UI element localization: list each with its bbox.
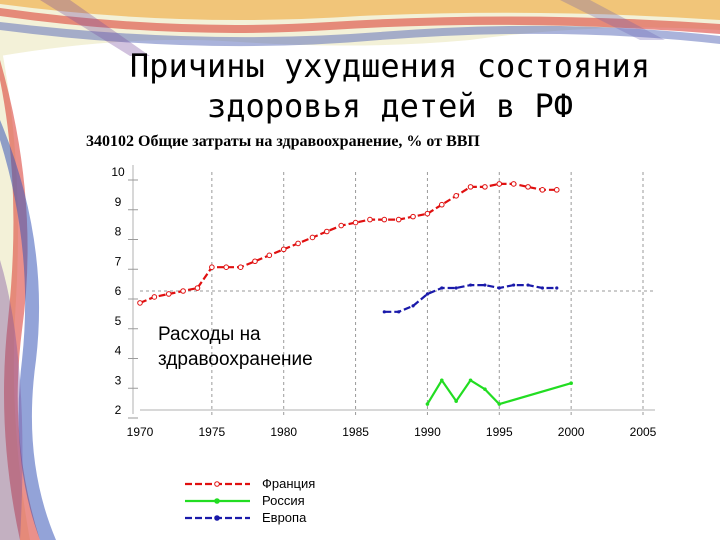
series-1-point <box>165 291 172 297</box>
series-1-point <box>525 184 531 190</box>
series-3-point <box>483 283 487 287</box>
x-tick-label: 1975 <box>199 425 226 439</box>
series-1-point <box>252 258 258 265</box>
y-tick-label: 7 <box>115 254 122 268</box>
series-3-point <box>425 292 430 296</box>
series-3-point <box>497 286 501 290</box>
x-tick-label: 2005 <box>630 425 657 439</box>
legend-label-1: Франция <box>262 476 315 491</box>
y-tick-label: 4 <box>115 344 122 358</box>
y-tick-label: 5 <box>115 314 122 328</box>
grid-layer <box>140 172 655 418</box>
legend-marker-2 <box>214 498 220 504</box>
series-3-point <box>468 283 473 287</box>
series-1-point <box>209 264 215 271</box>
series-3-point <box>454 286 458 290</box>
y-tick-label: 3 <box>115 373 122 387</box>
x-tick-label: 1980 <box>270 425 297 439</box>
legend-label-2: Россия <box>262 493 305 508</box>
series-3-point <box>526 283 530 287</box>
axis-layer: 1970 1975 1980 1985 1990 1995 2000 2005 2 3 4 5 6 7 8 9… <box>111 165 657 439</box>
top-brush-stroke-decoration <box>0 0 720 56</box>
series-1-point <box>309 234 316 241</box>
series-2-point <box>483 387 487 391</box>
series-3-point <box>382 310 386 314</box>
series-2-point <box>454 399 458 403</box>
series-1-point <box>237 264 244 271</box>
series-1-point <box>194 285 201 291</box>
series-1-point <box>295 240 301 247</box>
series-1-point <box>539 187 546 193</box>
series-1-point <box>352 219 359 226</box>
series-1-point <box>439 201 445 208</box>
series-3-point <box>397 310 401 314</box>
left-brush-stroke-decoration <box>0 40 56 540</box>
series-3-point <box>440 286 444 290</box>
series-1-point <box>338 222 345 229</box>
series-1-point <box>367 216 373 223</box>
y-tick-label: 9 <box>115 195 122 209</box>
series-1-point <box>280 246 287 253</box>
series-1-point <box>180 288 186 294</box>
series-1-point <box>395 216 402 223</box>
y-tick-label: 10 <box>111 165 125 179</box>
series-3-point <box>540 286 545 290</box>
y-tick-label: 2 <box>115 403 122 417</box>
legend-label-3: Европа <box>262 510 307 525</box>
series-2-point <box>440 378 444 383</box>
series-1-point <box>467 184 474 190</box>
series-2-point <box>425 402 430 406</box>
x-tick-label: 1990 <box>414 425 441 439</box>
legend-marker-1 <box>214 481 220 487</box>
x-tick-label: 2000 <box>558 425 585 439</box>
series-2-point <box>497 402 502 406</box>
chart-annotation-line-2: здравоохранение <box>158 349 313 370</box>
slide-title: Причины ухудшения состояния здоровья дет… <box>90 46 690 126</box>
series-1-point <box>151 294 158 300</box>
series-1-point <box>223 264 230 271</box>
series-2-point <box>468 378 473 383</box>
slide-title-line-1: Причины ухудшения состояния <box>129 47 651 85</box>
series-1-point <box>482 184 488 190</box>
legend-marker-3 <box>214 515 220 521</box>
series-3-point <box>555 286 559 290</box>
chart-annotation-line-1: Расходы на <box>158 324 261 345</box>
series-1-point <box>137 300 143 306</box>
series-1-point <box>553 187 560 193</box>
slide-title-line-2: здоровья детей в РФ <box>206 87 574 125</box>
series-1-point <box>496 181 503 187</box>
series-1-point <box>424 210 431 217</box>
x-tick-label: 1995 <box>486 425 513 439</box>
y-tick-label: 8 <box>115 225 122 239</box>
series-2-point <box>569 381 573 386</box>
series-1-point <box>410 213 416 220</box>
chart-title: 340102 Общие затраты на здравоохранение,… <box>86 133 480 150</box>
series-1-point <box>453 193 459 199</box>
chart-legend: Франция Россия Европа <box>185 476 315 525</box>
series-1-point <box>510 181 517 187</box>
series-1-point <box>324 228 330 235</box>
series-1-point <box>266 252 273 259</box>
series-3-point <box>411 304 415 308</box>
series-1-point <box>381 216 388 223</box>
y-tick-label: 6 <box>115 284 122 298</box>
x-tick-label: 1970 <box>127 425 154 439</box>
x-tick-label: 1985 <box>342 425 369 439</box>
series-line-1 <box>139 182 557 304</box>
series-3-point <box>512 283 516 287</box>
series-layer <box>137 181 573 406</box>
series-line-3 <box>384 284 557 313</box>
